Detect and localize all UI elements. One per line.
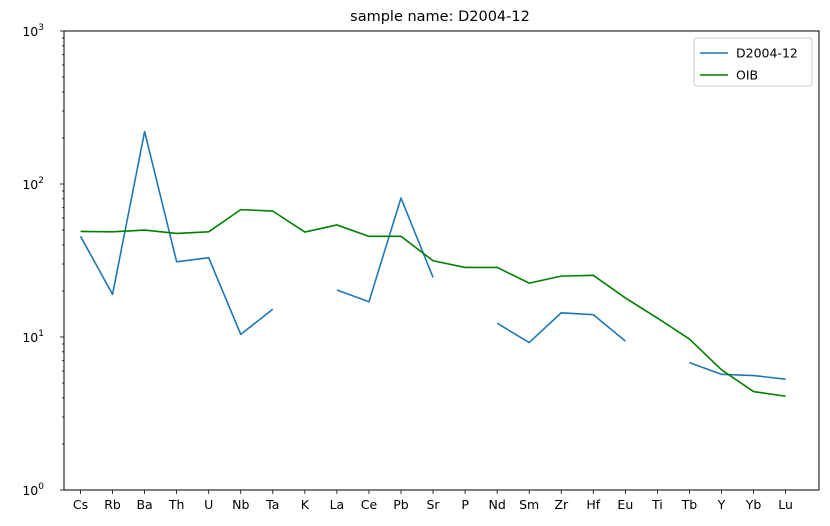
y-tick-label: 101 — [22, 329, 44, 345]
x-tick-label: U — [204, 497, 213, 512]
x-tick-label: Sm — [519, 497, 539, 512]
legend-label: OIB — [736, 68, 758, 83]
x-tick-label: Th — [168, 497, 185, 512]
y-tick-label: 103 — [22, 23, 44, 39]
series-line-oib — [80, 208, 786, 398]
x-tick-label: Cs — [73, 497, 88, 512]
chart-title: sample name: D2004-12 — [350, 9, 530, 25]
x-tick-label: Rb — [104, 497, 121, 512]
x-tick-label: Y — [717, 497, 726, 512]
legend-label: D2004-12 — [736, 46, 798, 61]
y-tick-label: 100 — [22, 482, 44, 498]
x-axis-ticks: Cs Rb Ba Th U Nb Ta K La Ce Pb Sr P Nd Sm Zr Hf Eu Ti Tb Y Yb… — [73, 490, 793, 512]
y-axis-ticks: 100 101 102 103 — [22, 23, 64, 498]
x-tick-label: Ce — [361, 497, 378, 512]
x-tick-label: Ta — [265, 497, 279, 512]
x-tick-label: Zr — [554, 497, 569, 512]
legend: D2004-12 OIB — [693, 37, 813, 87]
x-tick-label: La — [330, 497, 345, 512]
x-tick-label: Ba — [136, 497, 152, 512]
series-line-d2004-12 — [79, 130, 786, 380]
x-tick-label: Yb — [745, 497, 762, 512]
x-tick-label: Nb — [232, 497, 249, 512]
x-tick-label: Tb — [681, 497, 698, 512]
x-tick-label: Sr — [427, 497, 441, 512]
x-tick-label: P — [461, 497, 469, 512]
x-tick-label: Hf — [586, 497, 600, 512]
x-tick-label: Pb — [393, 497, 409, 512]
x-tick-label: Ti — [651, 497, 663, 512]
x-tick-label: K — [301, 497, 310, 512]
plot-frame — [63, 30, 820, 491]
y-tick-label: 102 — [22, 176, 44, 192]
legend-box — [693, 37, 813, 87]
x-tick-label: Nd — [489, 497, 506, 512]
series-lines — [79, 130, 786, 398]
x-tick-label: Lu — [778, 497, 793, 512]
x-tick-label: Eu — [617, 497, 633, 512]
